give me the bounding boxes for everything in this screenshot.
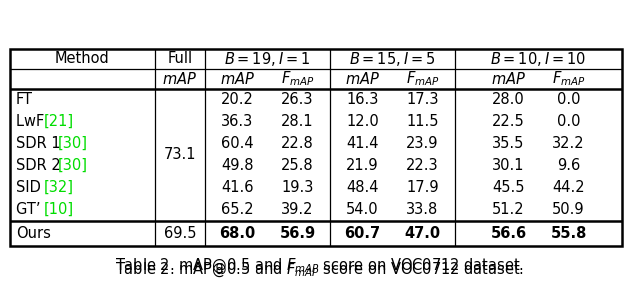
Text: 47.0: 47.0: [404, 226, 440, 241]
Text: [10]: [10]: [44, 202, 74, 217]
Text: FT: FT: [16, 92, 33, 107]
Text: 30.1: 30.1: [492, 158, 525, 173]
Text: 54.0: 54.0: [346, 202, 379, 217]
Text: 39.2: 39.2: [281, 202, 314, 217]
Text: 23.9: 23.9: [406, 136, 439, 151]
Text: 12.0: 12.0: [346, 114, 379, 129]
Text: $F_{mAP}$: $F_{mAP}$: [552, 69, 585, 88]
Text: 22.3: 22.3: [406, 158, 439, 173]
Text: SID: SID: [16, 180, 45, 195]
Text: [32]: [32]: [44, 180, 74, 195]
Text: 36.3: 36.3: [221, 114, 253, 129]
Text: 56.6: 56.6: [490, 226, 527, 241]
Text: 60.7: 60.7: [344, 226, 381, 241]
Text: 35.5: 35.5: [492, 136, 525, 151]
Text: 11.5: 11.5: [406, 114, 439, 129]
Text: 68.0: 68.0: [220, 226, 255, 241]
Text: $F_{mAP}$: $F_{mAP}$: [281, 69, 314, 88]
Text: $B = 15, I = 5$: $B = 15, I = 5$: [349, 50, 436, 68]
Text: Ours: Ours: [16, 226, 51, 241]
Bar: [10, 49, 622, 246]
Text: 56.9: 56.9: [280, 226, 316, 241]
Text: $B = 19, I = 1$: $B = 19, I = 1$: [225, 50, 310, 68]
Text: Table 2. mAP@0.5 and $F_{mAP}$ score on VOC0712 dataset.: Table 2. mAP@0.5 and $F_{mAP}$ score on …: [115, 260, 525, 279]
Text: 21.9: 21.9: [346, 158, 379, 173]
Text: 51.2: 51.2: [492, 202, 525, 217]
Text: Full: Full: [168, 51, 193, 66]
Text: 22.5: 22.5: [492, 114, 525, 129]
Text: 0.0: 0.0: [557, 114, 580, 129]
Text: 32.2: 32.2: [552, 136, 585, 151]
Text: $B = 10, I = 10$: $B = 10, I = 10$: [490, 50, 586, 68]
Text: 20.2: 20.2: [221, 92, 254, 107]
Text: 0.0: 0.0: [557, 92, 580, 107]
Text: 55.8: 55.8: [550, 226, 587, 241]
Text: 60.4: 60.4: [221, 136, 254, 151]
Text: Method: Method: [55, 51, 110, 66]
Text: 17.3: 17.3: [406, 92, 439, 107]
Text: 33.8: 33.8: [406, 202, 438, 217]
Text: $mAP$: $mAP$: [163, 70, 198, 87]
Text: 28.1: 28.1: [281, 114, 314, 129]
Text: GT’: GT’: [16, 202, 45, 217]
Text: 44.2: 44.2: [552, 180, 585, 195]
Text: 19.3: 19.3: [282, 180, 314, 195]
Text: Table 2. mAP@0.5 and $F_{mAP}$ score on VOC0712 dataset.: Table 2. mAP@0.5 and $F_{mAP}$ score on …: [115, 257, 525, 275]
Text: 22.8: 22.8: [281, 136, 314, 151]
Text: 50.9: 50.9: [552, 202, 585, 217]
Text: SDR 2: SDR 2: [16, 158, 65, 173]
Text: 17.9: 17.9: [406, 180, 439, 195]
Text: 25.8: 25.8: [281, 158, 314, 173]
Text: 41.4: 41.4: [346, 136, 379, 151]
Text: [30]: [30]: [58, 158, 88, 173]
Text: $mAP$: $mAP$: [491, 70, 526, 87]
Text: 65.2: 65.2: [221, 202, 254, 217]
Text: [21]: [21]: [44, 114, 74, 129]
Text: 49.8: 49.8: [221, 158, 253, 173]
Text: $mAP$: $mAP$: [220, 70, 255, 87]
Text: 16.3: 16.3: [346, 92, 379, 107]
Text: $mAP$: $mAP$: [345, 70, 380, 87]
Text: 28.0: 28.0: [492, 92, 525, 107]
Text: [30]: [30]: [58, 136, 88, 151]
Text: 73.1: 73.1: [164, 147, 196, 162]
Text: 9.6: 9.6: [557, 158, 580, 173]
Text: $F_{mAP}$: $F_{mAP}$: [406, 69, 439, 88]
Text: 69.5: 69.5: [164, 226, 196, 241]
Text: 48.4: 48.4: [346, 180, 379, 195]
Text: 45.5: 45.5: [492, 180, 525, 195]
Text: 41.6: 41.6: [221, 180, 253, 195]
Text: 26.3: 26.3: [281, 92, 314, 107]
Text: LwF: LwF: [16, 114, 49, 129]
Text: SDR 1: SDR 1: [16, 136, 65, 151]
